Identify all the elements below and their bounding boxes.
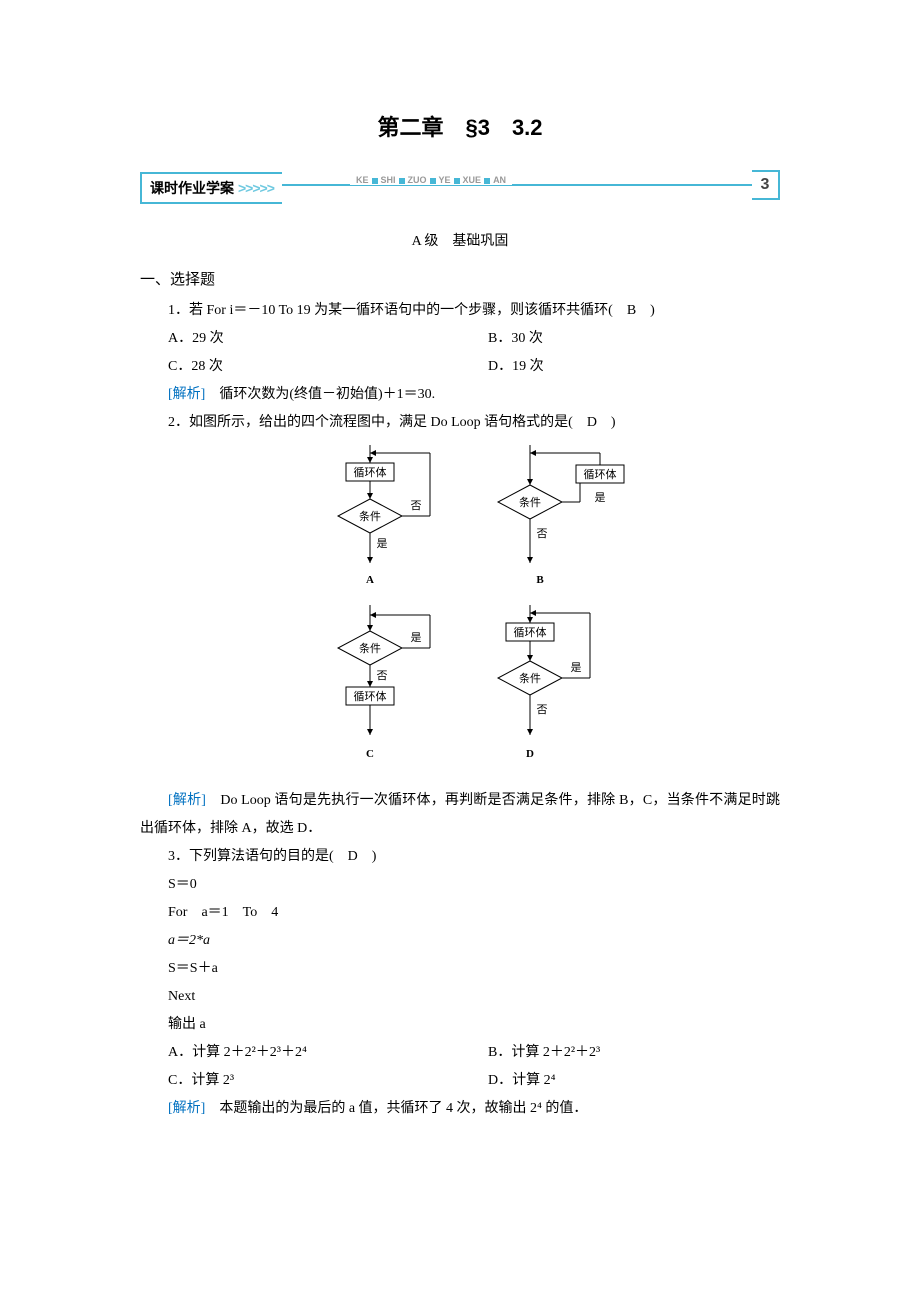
q3-code-line: 输出 a [140,1011,780,1039]
q3-code-line: S＝0 [140,871,780,899]
pinyin-xue: XUE [463,175,482,185]
q1-option-b: B．30 次 [460,325,780,353]
flowchart-label-no: 否 [537,528,548,540]
q3-code-line: S＝S＋a [140,955,780,983]
pinyin-an: AN [493,175,506,185]
q1-option-d: D．19 次 [460,353,780,381]
square-icon [372,178,378,184]
flowchart-label-yes: 是 [595,491,606,504]
q3-analysis: [解析] 本题输出的为最后的 a 值，共循环了 4 次，故输出 2⁴ 的值． [140,1095,780,1123]
pinyin-ke: KE [356,175,369,185]
flowchart-node-body: 循环体 [354,465,387,479]
flowchart-label-no: 否 [411,500,422,512]
flowchart-label-yes: 是 [571,661,582,674]
banner-left-text: 课时作业学案 [150,180,234,196]
q1-stem: 1．若 For i＝－10 To 19 为某一循环语句中的一个步骤，则该循环共循… [140,297,780,325]
flowchart-node-cond: 条件 [519,671,541,685]
q3-option-c: C．计算 2³ [140,1067,460,1095]
banner-pinyin: KE SHI ZUO YE XUE AN [350,175,512,185]
pinyin-shi: SHI [381,175,396,185]
chapter-title: 第二章 §3 3.2 [140,110,780,142]
square-icon [399,178,405,184]
q3-code-line: For a＝1 To 4 [140,899,780,927]
level-grade: A 级 [412,234,439,249]
pinyin-ye: YE [439,175,451,185]
banner-page-number: 3 [752,170,780,200]
pinyin-zuo: ZUO [408,175,427,185]
flowchart-node-body: 循环体 [584,467,617,481]
flowchart-node-body: 循环体 [354,689,387,703]
q3-option-b: B．计算 2＋2²＋2³ [460,1039,780,1067]
flowchart-label-no: 否 [377,670,388,682]
analysis-text: 本题输出的为最后的 a 值，共循环了 4 次，故输出 2⁴ 的值． [205,1101,587,1116]
q1-analysis: [解析] 循环次数为(终值－初始值)＋1＝30. [140,381,780,409]
square-icon [484,178,490,184]
analysis-label: [解析] [168,1101,205,1116]
q1-option-c: C．28 次 [140,353,460,381]
q3-code-line: Next [140,983,780,1011]
level-label: 基础巩固 [452,234,508,249]
q3-stem: 3．下列算法语句的目的是( D ) [140,843,780,871]
flowchart-panel-label-d: D [526,748,534,760]
flowchart-node-cond: 条件 [359,509,381,523]
flowchart-svg: 循环体 条件 否 是 A 条件 [280,445,640,775]
analysis-label: [解析] [168,793,206,808]
q2-flowchart-diagram: 循环体 条件 否 是 A 条件 [140,445,780,775]
analysis-text: Do Loop 语句是先执行一次循环体，再判断是否满足条件，排除 B，C，当条件… [140,793,780,836]
square-icon [454,178,460,184]
flowchart-node-cond: 条件 [519,495,541,509]
square-icon [430,178,436,184]
flowchart-label-no: 否 [537,704,548,716]
q2-stem: 2．如图所示，给出的四个流程图中，满足 Do Loop 语句格式的是( D ) [140,409,780,437]
flowchart-node-body: 循环体 [514,625,547,639]
analysis-text: 循环次数为(终值－初始值)＋1＝30. [205,387,435,402]
lesson-banner: 课时作业学案>>>>> KE SHI ZUO YE XUE AN 3 [140,172,780,202]
flowchart-panel-label-a: A [366,574,374,586]
section-heading: 一、选择题 [140,268,780,289]
q2-analysis: [解析] Do Loop 语句是先执行一次循环体，再判断是否满足条件，排除 B，… [140,787,780,843]
q3-option-d: D．计算 2⁴ [460,1067,780,1095]
flowchart-panel-label-b: B [536,574,544,586]
banner-left-label: 课时作业学案>>>>> [140,172,282,204]
q1-option-a: A．29 次 [140,325,460,353]
banner-chevrons: >>>>> [238,180,274,196]
flowchart-label-yes: 是 [377,537,388,550]
flowchart-panel-label-c: C [366,748,374,760]
flowchart-label-yes: 是 [411,631,422,644]
q3-option-a: A．计算 2＋2²＋2³＋2⁴ [140,1039,460,1067]
level-header: A 级基础巩固 [140,230,780,250]
q3-code-line: a＝2*a [140,927,780,955]
analysis-label: [解析] [168,387,205,402]
flowchart-node-cond: 条件 [359,641,381,655]
